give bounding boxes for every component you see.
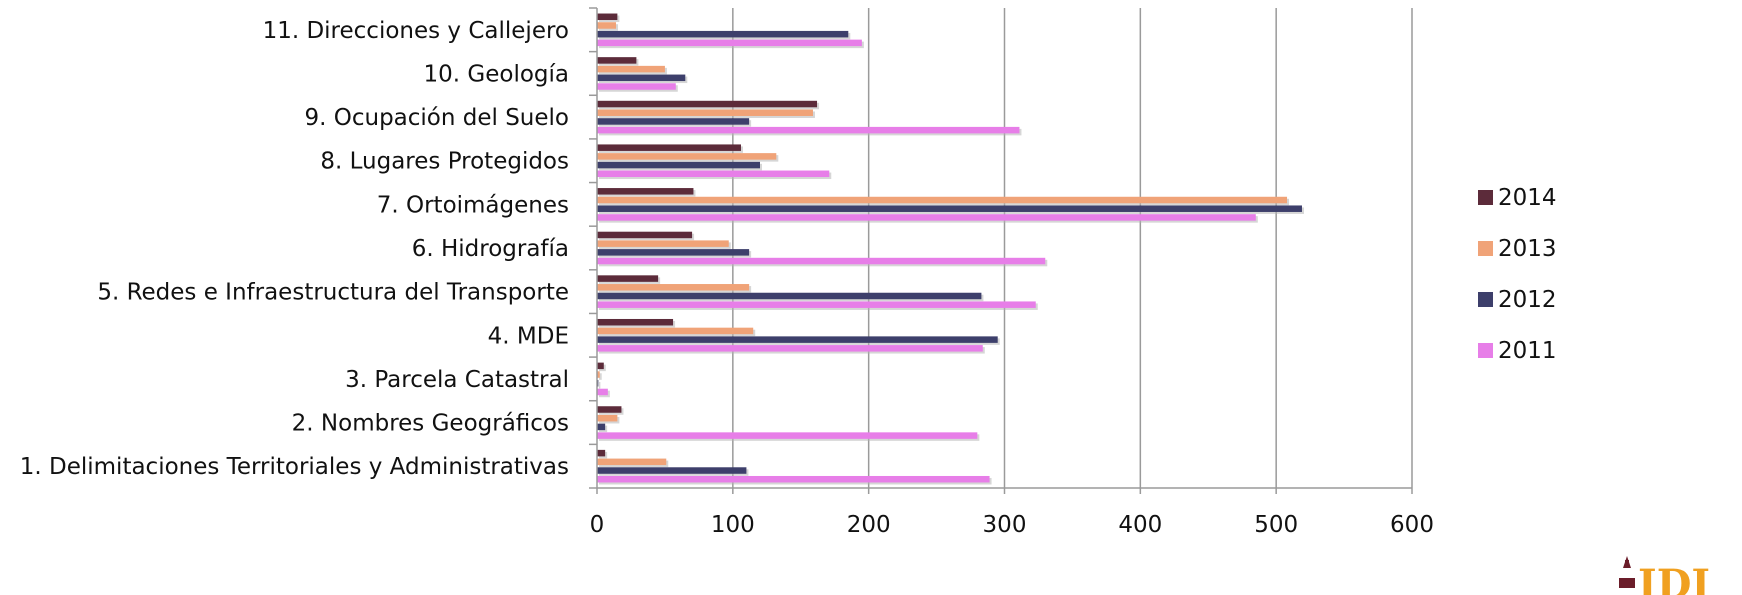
bar-2013: [597, 327, 754, 335]
bar-2011: [597, 214, 1256, 221]
category-label: 10. Geología: [424, 61, 569, 87]
bar-2013: [597, 240, 729, 247]
category-label: 1. Delimitaciones Territoriales y Admini…: [20, 454, 569, 480]
bar-2014: [597, 449, 606, 457]
x-tick-label: 200: [847, 512, 891, 538]
bar-2011: [597, 301, 1036, 308]
bar-2011: [597, 126, 1020, 134]
bar-2013: [597, 65, 665, 73]
bar-2014: [597, 100, 818, 108]
bar-shadow: [599, 382, 601, 389]
bar-2012: [597, 74, 686, 82]
bar-2012: [597, 161, 760, 169]
bar-2012: [597, 292, 982, 300]
legend-label: 2014: [1498, 185, 1557, 211]
legend-swatch: [1478, 343, 1493, 358]
bar-2011: [597, 257, 1046, 265]
legend-swatch: [1478, 241, 1493, 256]
svg-text:IDI: IDI: [1638, 561, 1710, 595]
bar-shadow: [599, 373, 602, 380]
bar-2014: [597, 318, 674, 326]
category-label: 6. Hidrografía: [412, 236, 569, 262]
bar-2014: [597, 188, 694, 195]
bar-2013: [597, 109, 813, 116]
bar-2013: [597, 371, 600, 378]
bar-2012: [597, 336, 998, 343]
legend-swatch: [1478, 190, 1493, 205]
legend-swatch: [1478, 292, 1493, 307]
bar-2013: [597, 22, 617, 29]
bar-2011: [597, 39, 862, 47]
bar-2013: [597, 284, 750, 291]
x-tick-label: 400: [1118, 512, 1162, 538]
category-label: 3. Parcela Catastral: [345, 367, 569, 393]
x-tick-label: 600: [1390, 512, 1434, 538]
bar-2014: [597, 57, 637, 64]
bar-2011: [597, 432, 978, 439]
axes: [589, 7, 1412, 489]
x-tick-label: 0: [590, 512, 605, 538]
bar-2012: [597, 30, 849, 38]
legend: 2014 2013 2012 2011: [1478, 185, 1557, 364]
bar-2014: [597, 144, 741, 151]
logo-icon: IDI: [1619, 556, 1710, 595]
legend-label: 2012: [1498, 287, 1557, 313]
x-tick-label: 500: [1254, 512, 1298, 538]
category-labels: 11. Direcciones y Callejero 10. Geología 9…: [20, 18, 569, 480]
bar-2014: [597, 275, 659, 282]
category-label: 2. Nombres Geográficos: [292, 411, 569, 437]
bar-2012: [597, 467, 747, 474]
bar-2011: [597, 170, 830, 178]
gridlines: [596, 8, 1413, 494]
bar-2012: [597, 205, 1302, 212]
category-label: 9. Ocupación del Suelo: [304, 105, 569, 131]
bar-2011: [597, 83, 676, 90]
bar-2013: [597, 414, 618, 422]
category-label: 8. Lugares Protegidos: [320, 149, 569, 175]
bar-2014: [597, 231, 693, 239]
legend-label: 2013: [1498, 236, 1557, 262]
category-label: 5. Redes e Infraestructura del Transport…: [97, 280, 569, 306]
bar-2014: [597, 406, 622, 413]
category-label: 4. MDE: [488, 323, 569, 349]
bar-2014: [597, 13, 618, 21]
legend-label: 2011: [1498, 338, 1557, 364]
x-tick-label: 300: [983, 512, 1027, 538]
bars: [597, 13, 1304, 485]
bar-2013: [597, 458, 667, 466]
bar-2011: [597, 345, 983, 352]
bar-2012: [597, 423, 606, 431]
x-tick-label: 100: [711, 512, 755, 538]
bar-2013: [597, 196, 1288, 204]
category-label: 7. Ortoimágenes: [377, 192, 569, 218]
bar-2014: [597, 362, 604, 370]
bar-2011: [597, 475, 990, 483]
bar-2013: [597, 153, 777, 160]
x-tick-labels: 0 100 200 300 400 500 600: [590, 512, 1434, 538]
category-label: 11. Direcciones y Callejero: [263, 18, 569, 44]
bar-2012: [597, 249, 750, 256]
bar-2012: [597, 118, 750, 125]
bar-2011: [597, 388, 608, 396]
